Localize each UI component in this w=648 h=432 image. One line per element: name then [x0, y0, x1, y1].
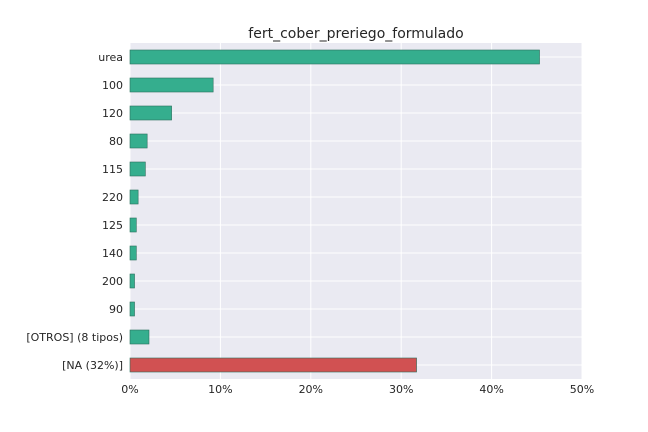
x-tick-label: 20%: [299, 383, 323, 396]
x-tick-labels: 0% 10% 20% 30% 40% 50%: [121, 383, 594, 396]
bar: [129, 161, 146, 177]
bar: [129, 77, 214, 93]
y-tick-label: 120: [102, 107, 123, 120]
x-tick-label: 40%: [479, 383, 503, 396]
bar: [129, 49, 540, 65]
bar: [129, 217, 137, 233]
plot-area: [130, 43, 582, 379]
bar: [129, 301, 135, 317]
bar: [129, 133, 148, 149]
y-tick-label: 125: [102, 219, 123, 232]
y-tick-label: 220: [102, 191, 123, 204]
x-tick-label: 50%: [570, 383, 594, 396]
bar: [129, 273, 135, 289]
bar: [129, 105, 172, 121]
y-tick-label: 140: [102, 247, 123, 260]
y-tick-label: [NA (32%)]: [62, 359, 123, 372]
x-tick-label: 10%: [208, 383, 232, 396]
y-tick-label: 115: [102, 163, 123, 176]
bars: [129, 49, 540, 373]
y-tick-labels: urea 100 120 80 115 220 125 140 200 90 [OTROS] (8 …: [26, 51, 123, 372]
y-tick-label: 90: [109, 303, 123, 316]
chart-title: fert_cober_preriego_formulado: [248, 26, 463, 42]
y-tick-label: urea: [98, 51, 123, 64]
y-tick-label: 200: [102, 275, 123, 288]
bar: [129, 189, 139, 205]
bar: [129, 329, 150, 345]
x-tick-label: 0%: [121, 383, 138, 396]
bar: [129, 357, 417, 373]
bar: [129, 245, 137, 261]
x-tick-label: 30%: [389, 383, 413, 396]
y-tick-label: [OTROS] (8 tipos): [26, 331, 123, 344]
y-tick-label: 80: [109, 135, 123, 148]
y-tick-label: 100: [102, 79, 123, 92]
